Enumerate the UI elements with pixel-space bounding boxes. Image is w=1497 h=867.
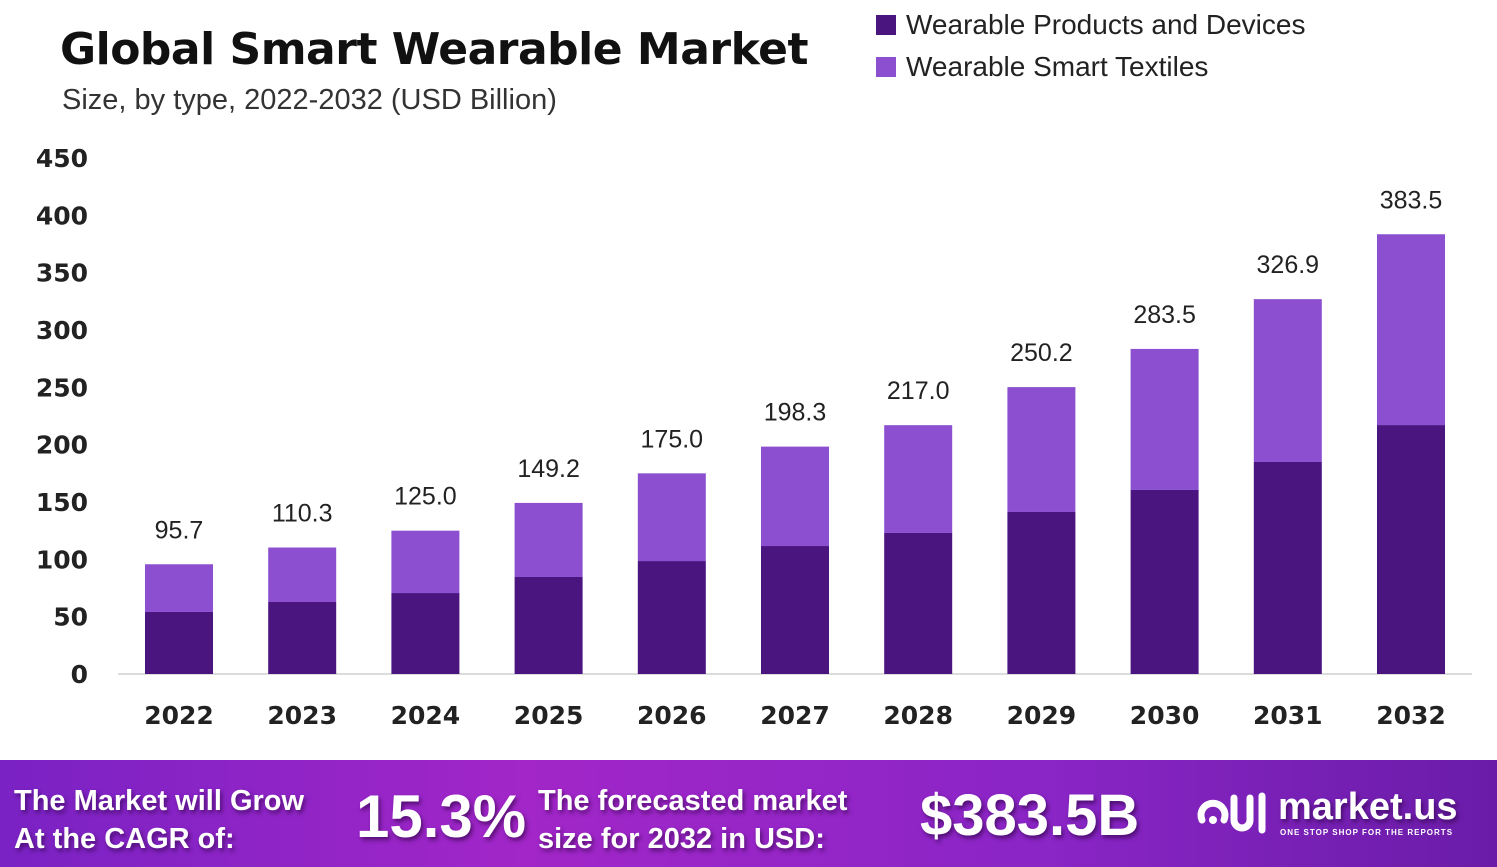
bar-segment-devices [1007, 511, 1076, 674]
bar-segment-textiles [1253, 299, 1322, 462]
x-tick-label: 2024 [391, 701, 461, 730]
cagr-label-line2: At the CAGR of: [14, 823, 235, 855]
forecast-label-line1: The forecasted market [538, 785, 848, 817]
x-tick-label: 2025 [514, 701, 584, 730]
bar-segment-devices [884, 532, 953, 674]
y-tick-label: 0 [71, 660, 88, 689]
market-us-logo-icon [1197, 792, 1266, 834]
bar-segment-devices [514, 576, 583, 674]
legend-swatch-light [876, 57, 896, 77]
y-tick-label: 400 [36, 201, 88, 230]
bar-segment-textiles [1130, 348, 1199, 490]
bar-segment-textiles [637, 473, 706, 562]
chart-title: Global Smart Wearable Market [60, 24, 809, 75]
x-tick-label: 2032 [1376, 701, 1446, 730]
x-tick-label: 2031 [1253, 701, 1323, 730]
total-data-label: 198.3 [764, 399, 827, 427]
forecast-label: The forecasted market size for 2032 in U… [538, 782, 847, 858]
x-tick-label: 2027 [760, 701, 830, 730]
x-tick-label: 2023 [267, 701, 337, 730]
y-tick-label: 300 [36, 316, 88, 345]
bar-segment-textiles [884, 425, 953, 533]
total-data-label: 125.0 [394, 483, 457, 511]
total-data-label: 175.0 [641, 425, 704, 453]
total-data-label: 326.9 [1257, 251, 1320, 279]
legend-label: Wearable Smart Textiles [906, 51, 1209, 82]
bar-segment-devices [1253, 461, 1322, 674]
bar-segment-textiles [1377, 234, 1445, 426]
forecast-label-line2: size for 2032 in USD: [538, 823, 825, 855]
bar-segment-devices [1130, 489, 1199, 674]
bar-segment-devices [268, 601, 337, 674]
total-data-label: 217.0 [887, 377, 950, 405]
y-tick-label: 250 [36, 373, 88, 402]
bar-segment-devices [145, 611, 213, 674]
bar-segment-devices [1377, 425, 1445, 674]
legend: Wearable Products and Devices Wearable S… [876, 4, 1305, 88]
x-tick-label: 2029 [1007, 701, 1077, 730]
bar-segment-textiles [761, 446, 829, 547]
bar-segment-devices [761, 546, 829, 674]
footer-banner: The Market will Grow At the CAGR of: 15.… [0, 760, 1497, 867]
bar-segment-textiles [514, 502, 583, 577]
y-tick-label: 50 [53, 603, 88, 632]
bar-segment-devices [391, 593, 460, 674]
brand-tagline: ONE STOP SHOP FOR THE REPORTS [1280, 828, 1454, 837]
bar-segment-textiles [1007, 387, 1076, 512]
bar-segment-devices [637, 561, 706, 674]
total-data-label: 283.5 [1133, 301, 1196, 329]
forecast-value: $383.5B [920, 783, 1140, 848]
y-tick-label: 150 [36, 488, 88, 517]
total-data-label: 95.7 [155, 516, 204, 544]
cagr-label-line1: The Market will Grow [14, 785, 305, 817]
y-tick-label: 200 [36, 431, 88, 460]
bar-segment-textiles [268, 547, 337, 602]
bar-segment-textiles [391, 530, 460, 594]
y-tick-label: 350 [36, 259, 88, 288]
legend-swatch-dark [876, 15, 896, 35]
bar-segment-textiles [145, 564, 213, 612]
x-tick-label: 2022 [144, 701, 214, 730]
x-tick-label: 2026 [637, 701, 707, 730]
total-data-label: 250.2 [1010, 339, 1073, 367]
total-data-label: 110.3 [272, 500, 333, 528]
total-data-label: 149.2 [517, 455, 580, 483]
cagr-value: 15.3% [356, 783, 527, 850]
x-tick-label: 2028 [883, 701, 953, 730]
legend-label: Wearable Products and Devices [906, 9, 1306, 40]
legend-item-textiles: Wearable Smart Textiles [876, 46, 1305, 88]
chart-subtitle: Size, by type, 2022-2032 (USD Billion) [62, 84, 557, 116]
legend-item-devices: Wearable Products and Devices [876, 4, 1305, 46]
total-data-label: 383.5 [1380, 186, 1443, 214]
y-tick-label: 450 [36, 144, 88, 173]
brand-name: market.us [1278, 786, 1458, 828]
x-tick-label: 2030 [1130, 701, 1200, 730]
bar-chart: 0 50 100 150 200 250 300 350 400 450 95.7 2022 110.3… [36, 144, 1472, 730]
y-tick-label: 100 [36, 545, 88, 574]
cagr-label: The Market will Grow At the CAGR of: [14, 782, 304, 858]
